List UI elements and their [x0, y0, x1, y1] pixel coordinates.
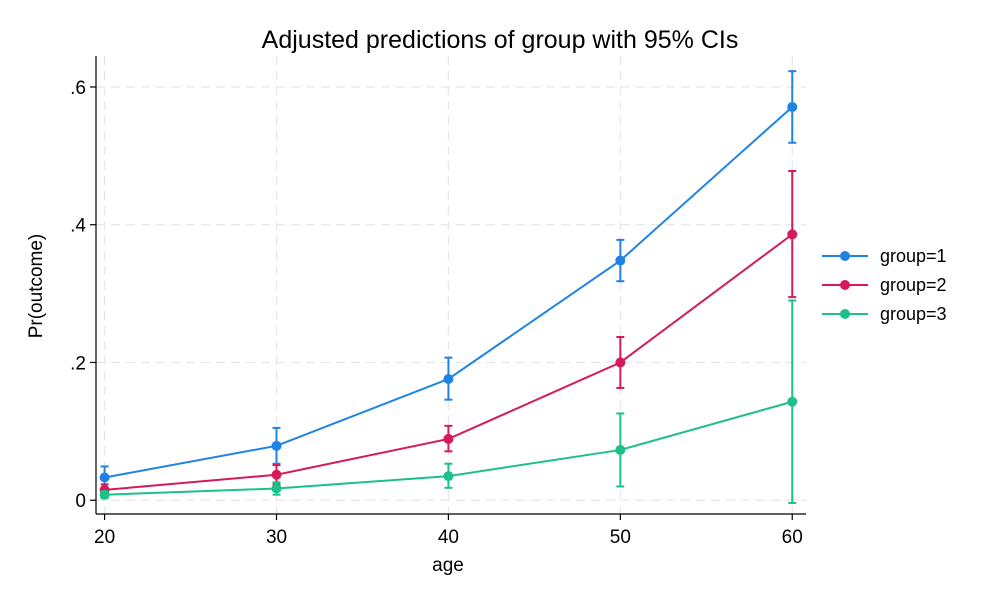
x-tick-label: 20 [94, 527, 115, 548]
data-point [787, 101, 798, 112]
legend-item: group=3 [822, 304, 947, 324]
y-axis-title: Pr(outcome) [26, 234, 47, 339]
data-point [99, 489, 110, 500]
x-tick-label: 30 [266, 527, 287, 548]
legend-label: group=3 [880, 304, 947, 324]
chart-title: Adjusted predictions of group with 95% C… [262, 26, 739, 54]
data-point [443, 433, 454, 444]
series-group-3 [99, 299, 798, 504]
data-point [787, 229, 798, 240]
data-point [615, 357, 626, 368]
grid [96, 56, 806, 514]
x-tick-label: 60 [782, 527, 803, 548]
data-point [99, 472, 110, 483]
x-tick-label: 40 [438, 527, 459, 548]
data-point [443, 374, 454, 385]
legend-swatch-point [840, 251, 850, 261]
legend-label: group=2 [880, 275, 947, 295]
y-tick-label: .2 [70, 353, 86, 374]
axes [95, 56, 806, 515]
data-point [443, 471, 454, 482]
y-tick-label: .4 [70, 216, 86, 237]
y-tick-label: 0 [75, 491, 86, 512]
data-point [271, 440, 282, 451]
legend-swatch-point [840, 280, 850, 290]
y-tick-label: .6 [70, 78, 86, 99]
legend-swatch-point [840, 309, 850, 319]
series [99, 70, 798, 504]
x-tick-label: 50 [610, 527, 631, 548]
legend-label: group=1 [880, 246, 947, 266]
data-point [615, 255, 626, 266]
data-point [271, 469, 282, 480]
legend-item: group=2 [822, 275, 947, 295]
legend: group=1 group=2 group=3 [822, 246, 947, 324]
data-point [615, 444, 626, 455]
legend-item: group=1 [822, 246, 947, 266]
data-point [787, 396, 798, 407]
series-group-1 [99, 70, 798, 490]
x-axis-title: age [432, 555, 464, 576]
data-point [271, 483, 282, 494]
ticks: 20 30 40 50 60 0 .2 .4 .6 [70, 78, 803, 548]
